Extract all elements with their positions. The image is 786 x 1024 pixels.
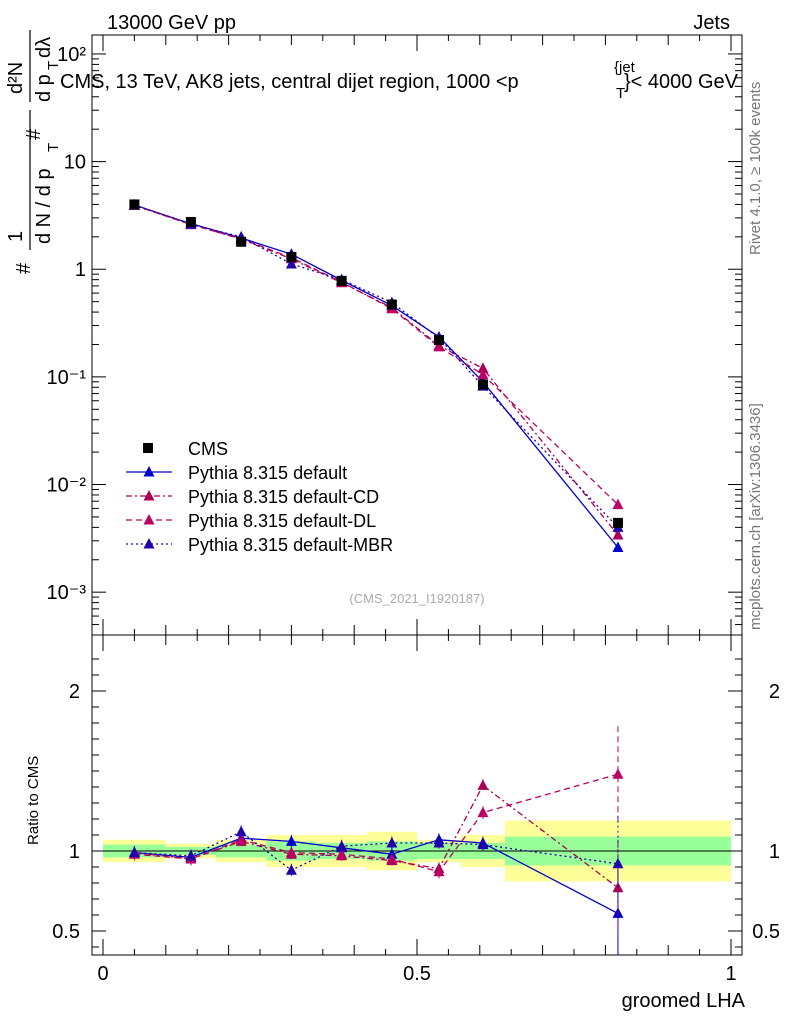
y-tick-label: 10⁻³ [47,582,87,604]
legend-marker [143,538,155,549]
x-tick-label: 0 [97,963,108,985]
mcplots-label: mcplots.cern.ch [arXiv:1306.3436] [747,403,764,630]
reference-series [129,199,623,528]
svg-text:d N / d p: d N / d p [33,168,55,244]
ratio-marker [285,846,297,858]
svg-text:d p: d p [33,74,55,102]
ratio-marker [477,779,489,790]
ratio-marker [433,865,445,877]
ratio-marker [612,857,624,869]
reference-marker [433,335,444,346]
axes: 10⁻³ 10⁻² 10⁻¹ 1 10 10² 0 0.5 1 0.5 0.5 1 1 2 2 [47,35,780,985]
ratio-y-tick-label: 0.5 [52,921,80,943]
ratio-marker [285,835,297,846]
ratio-marker [477,838,489,850]
svg-text:d²N: d²N [5,62,27,94]
main-ylabel: # 1 d N / d p T # d²N d p T dλ [5,30,62,274]
series-marker [612,498,624,510]
ratio-marker [477,806,489,818]
svg-text:dλ: dλ [33,37,55,58]
legend-label-3: Pythia 8.315 default-MBR [188,535,393,555]
series-marker [612,541,624,552]
ratio-panel-frame [91,634,743,956]
legend-marker [143,490,155,501]
series-marker [612,528,624,540]
ratio-y-tick-label: 2 [69,681,80,703]
legend-label-2: Pythia 8.315 default-DL [188,511,376,531]
series-layer [128,199,624,955]
legend-label-1: Pythia 8.315 default-CD [188,487,379,507]
series-marker [285,257,297,269]
header-left: 13000 GeV pp [107,12,236,34]
ratio-marker [128,846,140,858]
ratio-y-tick-label: 1 [69,841,80,863]
reference-marker [386,299,397,310]
x-axis-label: groomed LHA [622,990,746,1012]
legend-marker-cms [143,443,153,453]
analysis-tag: (CMS_2021_I1920187) [349,591,484,606]
reference-marker [612,517,623,528]
ratio-y-tick-label-right: 2 [769,681,780,703]
ratio-y-tick-label-right: 0.5 [752,921,780,943]
ratio-marker [336,840,348,851]
ratio-marker [336,848,348,859]
rivet-label: Rivet 4.1.0, ≥ 100k events [747,82,764,255]
svg-text:1: 1 [5,231,27,242]
legend-label-0: Pythia 8.315 default [188,463,347,483]
ratio-marker [433,837,445,848]
legend-marker [143,466,155,477]
y-tick-label: 10⁻¹ [47,367,87,389]
x-tick-label: 0.5 [403,963,431,985]
reference-marker [336,275,347,286]
reference-marker [236,236,247,247]
series-marker [433,340,445,352]
plot-title-sup: {jet [614,59,636,76]
ratio-marker [185,849,197,861]
ratio-series-3 [128,815,624,912]
y-tick-label: 1 [75,259,86,281]
reference-marker [286,251,297,262]
ratio-y-tick-label-right: 1 [769,841,780,863]
x-tick-label: 1 [725,963,736,985]
reference-marker [129,199,140,210]
reference-marker [477,379,488,390]
series-marker [477,362,489,373]
series-line [134,204,619,536]
svg-text:#: # [13,262,35,274]
svg-text:#: # [23,128,45,140]
ratio-marker [386,853,398,864]
legend-marker [143,514,155,525]
header-right: Jets [693,12,730,34]
ratio-marker [235,833,247,845]
y-tick-label: 10² [57,44,86,66]
svg-text:T: T [45,143,62,152]
y-tick-label: 10 [64,152,86,174]
ratio-marker [285,864,297,875]
ratio-ylabel: Ratio to CMS [25,756,42,845]
svg-text:T: T [45,61,62,70]
ratio-marker [386,837,398,848]
ratio-marker [612,768,624,779]
plot-title-end: }< 4000 GeV [624,71,739,93]
series-line [134,204,619,506]
legend: CMS Pythia 8.315 default Pythia 8.315 defa… [126,439,393,555]
reference-marker [185,216,196,227]
series-marker [477,368,489,380]
y-tick-label: 10⁻² [47,475,87,497]
plot-title-sub: T [616,85,625,102]
ratio-series-2 [128,726,624,879]
legend-label-cms: CMS [188,439,228,459]
plot-title: CMS, 13 TeV, AK8 jets, central dijet reg… [60,71,519,93]
ratio-marker [235,825,247,837]
